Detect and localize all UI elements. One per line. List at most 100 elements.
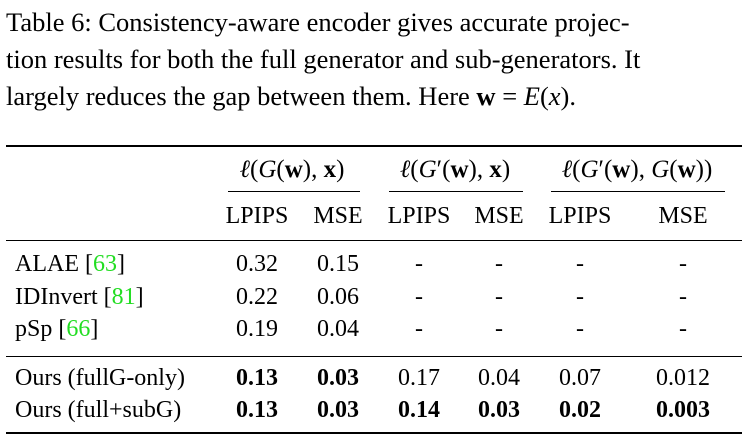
citation-open: [ [97,284,112,310]
group-header-2: ℓ(G′(w), x) [400,156,510,184]
citation-link[interactable]: 66 [66,316,91,342]
group-3-w2: w [677,156,696,183]
citation-link[interactable]: 81 [111,284,136,310]
table-cell: 0.04 [478,365,520,391]
subheader-mse-3: MSE [658,203,708,229]
subheader-lpips-2: LPIPS [387,203,451,229]
table-cell: 0.15 [317,251,359,277]
table-top-rule [6,145,742,147]
table-cell: 0.17 [398,365,440,391]
group-3-prime: ′ [598,156,604,183]
group-1-g: G [258,156,277,183]
citation-link[interactable]: 63 [92,251,117,277]
method-name: IDInvert [15,284,98,310]
table-cell: 0.07 [559,365,601,391]
caption-formula-eq: = [495,81,524,111]
group-3-p3: ), [630,156,652,183]
group-3-p2: ( [603,156,613,183]
group-1-w: w [284,156,303,183]
table-cell: 0.03 [317,365,359,391]
caption-formula-w: w [476,81,496,111]
table-caption: Table 6: Consistency-aware encoder gives… [6,4,746,115]
table-cell: 0.003 [656,397,710,423]
group-3-g: G [580,156,599,183]
group-2-p4: ) [501,156,511,183]
table-cell: - [415,316,423,342]
mid-rule [6,356,742,357]
method-name: pSp [15,316,53,342]
group-1-p3: ), [302,156,324,183]
group-2-ell: ℓ [399,156,411,183]
group-1-p1: ( [249,156,259,183]
group-1-underline [228,191,360,192]
caption-line-3: largely reduces the gap between them. He… [6,78,746,115]
caption-line-1: Table 6: Consistency-aware encoder gives… [6,7,630,37]
table-cell: - [576,284,584,310]
table-cell: - [415,251,423,277]
table-cell: 0.13 [236,397,278,423]
group-2-p1: ( [410,156,419,183]
table-cell: - [576,251,584,277]
table-cell: 0.03 [317,397,359,423]
group-3-p4: ( [669,156,678,183]
group-1-x: x [323,156,337,183]
row-method: ALAE [63] [15,250,125,278]
table-cell: - [495,316,503,342]
table-cell: 0.13 [236,365,278,391]
method-name: Ours (fullG-only) [15,365,185,391]
table-cell: - [495,284,503,310]
caption-formula-close: ). [560,81,576,111]
citation-close: ] [116,251,125,277]
table-cell: 0.012 [656,365,710,391]
group-1-p2: ( [276,156,285,183]
group-2-underline [389,191,523,192]
group-1-ell: ℓ [239,156,250,183]
method-name: ALAE [15,251,79,277]
table-bottom-rule [6,432,742,434]
citation-open: [ [52,316,67,342]
caption-formula-open: ( [539,81,549,111]
subheader-mse-2: MSE [474,203,524,229]
group-header-1: ℓ(G(w), x) [240,156,345,184]
row-method: Ours (full+subG) [15,396,181,424]
citation-open: [ [78,251,93,277]
table-cell: - [679,284,687,310]
group-2-p2: ( [442,156,451,183]
row-method: pSp [66] [15,315,98,343]
table-cell: 0.03 [478,397,520,423]
row-method: Ours (fullG-only) [15,364,185,392]
table-cell: 0.19 [236,316,278,342]
caption-formula-x: x [548,81,561,111]
row-method: IDInvert [81] [15,283,144,311]
citation-close: ] [90,316,99,342]
table-cell: - [495,251,503,277]
group-2-w: w [450,156,469,183]
caption-line-2: tion results for both the full generator… [6,44,641,74]
table-cell: 0.06 [317,284,359,310]
table-cell: 0.04 [317,316,359,342]
table-cell: - [415,284,423,310]
group-3-G: G [651,156,670,183]
group-3-p5: )) [695,156,713,183]
group-1-p4: ) [336,156,345,183]
subheader-lpips-3: LPIPS [548,203,612,229]
table-cell: 0.22 [236,284,278,310]
caption-formula-E: E [523,81,540,111]
table-cell: 0.14 [398,397,440,423]
group-3-w: w [612,156,631,183]
table-cell: 0.02 [559,397,601,423]
subheader-mse-1: MSE [313,203,363,229]
caption-line-3-text: largely reduces the gap between them. He… [6,81,470,111]
group-2-x: x [489,156,502,183]
table-cell: - [679,251,687,277]
group-3-p1: ( [572,156,581,183]
group-2-p3: ), [468,156,490,183]
group-2-g: G [418,156,437,183]
citation-close: ] [135,284,144,310]
subheader-lpips-1: LPIPS [225,203,289,229]
group-2-prime: ′ [436,156,443,183]
header-rule [6,240,742,241]
table-cell: - [576,316,584,342]
table-cell: - [679,316,687,342]
group-3-ell: ℓ [561,156,573,183]
